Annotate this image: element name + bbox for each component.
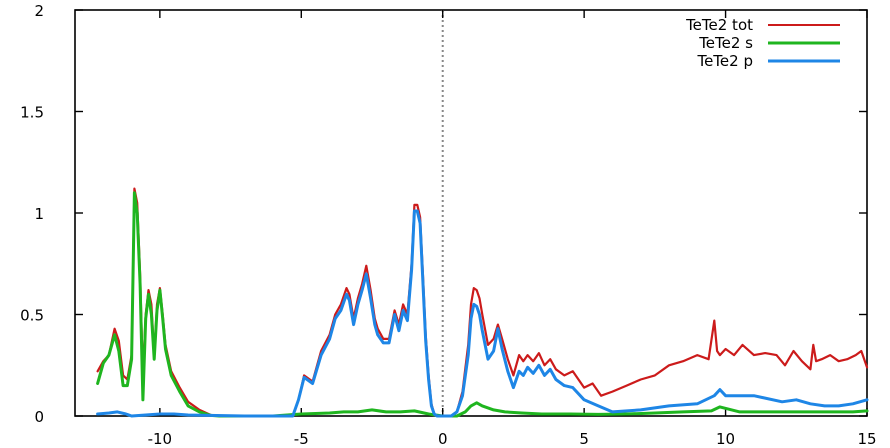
y-tick-label: 0	[34, 408, 44, 426]
series-line-tete2-tot	[96, 187, 869, 418]
plot-frame	[74, 9, 868, 417]
y-tick-label: 2	[34, 2, 44, 20]
x-tick-label: -10	[148, 430, 173, 448]
x-tick-label: 0	[438, 430, 448, 448]
legend-label: TeTe2 tot	[685, 16, 753, 34]
y-tick-label: 0.5	[20, 307, 44, 325]
series-line-tete2-p	[96, 209, 869, 418]
legend-label: TeTe2 p	[696, 52, 753, 70]
x-tick-label: 15	[857, 430, 876, 448]
x-tick-label: 10	[716, 430, 735, 448]
y-tick-label: 1.5	[20, 104, 44, 122]
y-tick-label: 1	[34, 205, 44, 223]
legend-label: TeTe2 s	[698, 34, 753, 52]
series-line-tete2-s	[96, 191, 869, 418]
x-tick-label: 5	[579, 430, 589, 448]
x-tick-label: -5	[294, 430, 309, 448]
